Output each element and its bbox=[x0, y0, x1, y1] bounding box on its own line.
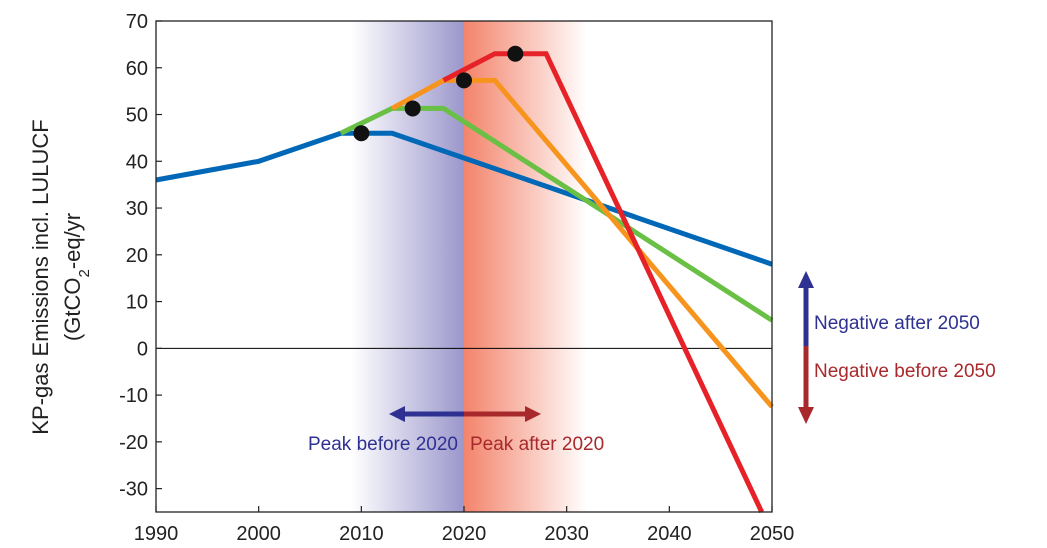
x-tick-label: 2040 bbox=[647, 523, 692, 545]
negative-before-label: Negative before 2050 bbox=[814, 361, 996, 382]
y-axis-label-line2: (GtCO2-eq/yr bbox=[60, 213, 93, 341]
y-axis-label-line1: KP-gas Emissions incl. LULUCF bbox=[28, 119, 53, 434]
peak-marker bbox=[404, 100, 421, 117]
peak-marker bbox=[353, 125, 370, 142]
y-tick-label: -30 bbox=[119, 479, 148, 501]
x-tick-label: 2000 bbox=[236, 523, 281, 545]
x-tick-label: 1990 bbox=[134, 523, 179, 545]
y-tick-label: 20 bbox=[126, 245, 148, 267]
x-tick-label: 2030 bbox=[544, 523, 589, 545]
negative-timing-arrow bbox=[798, 271, 814, 424]
y-tick-label: 10 bbox=[126, 292, 148, 314]
y-tick-label: 30 bbox=[126, 198, 148, 220]
y-tick-label: 0 bbox=[137, 338, 148, 360]
y-tick-label: 60 bbox=[126, 58, 148, 80]
y-tick-label: -10 bbox=[119, 385, 148, 407]
x-tick-label: 2020 bbox=[442, 523, 487, 545]
peak-marker bbox=[507, 45, 524, 62]
peak-timing-arrow bbox=[389, 406, 541, 422]
x-tick-label: 2050 bbox=[750, 523, 795, 545]
peak-marker bbox=[456, 72, 472, 89]
peak-after-label: Peak after 2020 bbox=[470, 434, 604, 455]
y-tick-label: 70 bbox=[126, 11, 148, 33]
negative-after-label: Negative after 2050 bbox=[814, 313, 980, 334]
y-tick-label: 50 bbox=[126, 105, 148, 127]
peak-before-label: Peak before 2020 bbox=[308, 434, 458, 455]
y-tick-label: -20 bbox=[119, 432, 148, 454]
x-tick-label: 2010 bbox=[339, 523, 384, 545]
y-tick-label: 40 bbox=[126, 151, 148, 173]
